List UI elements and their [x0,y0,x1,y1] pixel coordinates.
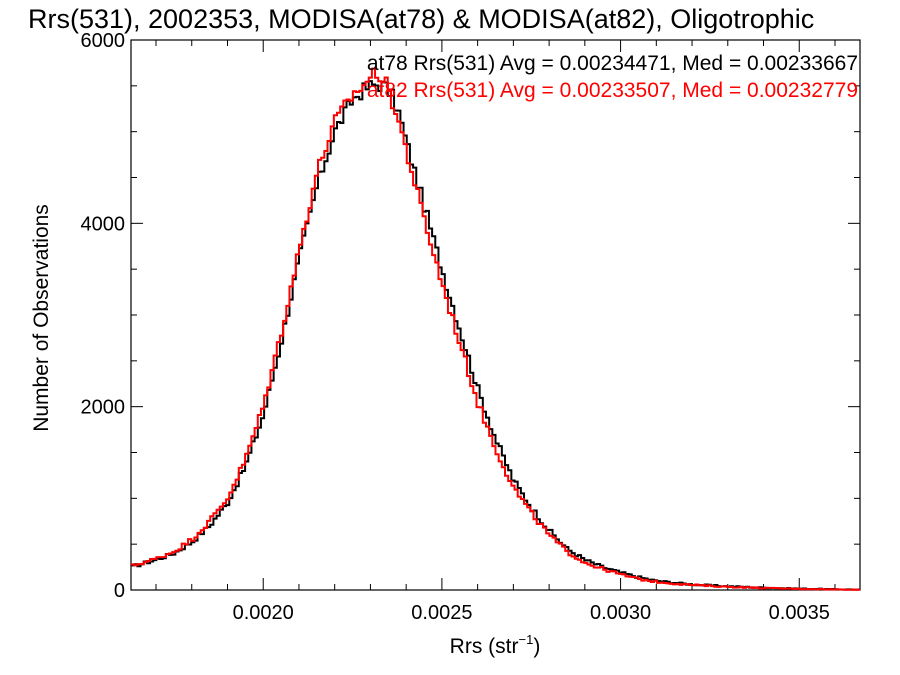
x-axis-label: Rrs (str−1) [450,632,541,658]
plot-frame [130,39,861,591]
x-axis-ticks: 0.0020 0.0025 0.0030 0.0035 [155,40,836,624]
x-axis-label-close: ) [533,635,540,658]
x-axis-label-main: Rrs (str [450,635,519,658]
x-tick-label: 0.0020 [233,602,294,624]
y-tick-label: 4000 [81,213,126,235]
legend: at78 Rrs(531) Avg = 0.00234471, Med = 0.… [367,52,858,102]
x-tick-label: 0.0025 [411,602,472,624]
legend-entry: at82 Rrs(531) Avg = 0.00233507, Med = 0.… [367,79,858,102]
x-tick-label: 0.0030 [590,602,651,624]
y-tick-label: 6000 [81,30,126,52]
chart-title: Rrs(531), 2002353, MODISA(at78) & MODISA… [28,4,814,34]
y-axis-ticks: 0 2000 4000 6000 [81,30,860,602]
series-line [131,67,860,591]
y-tick-label: 2000 [81,397,126,419]
legend-entry: at78 Rrs(531) Avg = 0.00234471, Med = 0.… [367,52,858,75]
y-axis-label: Number of Observations [30,204,53,432]
series-lines [131,67,860,591]
x-axis-label-superscript: −1 [519,632,534,647]
x-tick-label: 0.0035 [769,602,830,624]
series-line [131,80,860,591]
plot-border [130,39,861,591]
y-tick-label: 0 [114,580,125,602]
